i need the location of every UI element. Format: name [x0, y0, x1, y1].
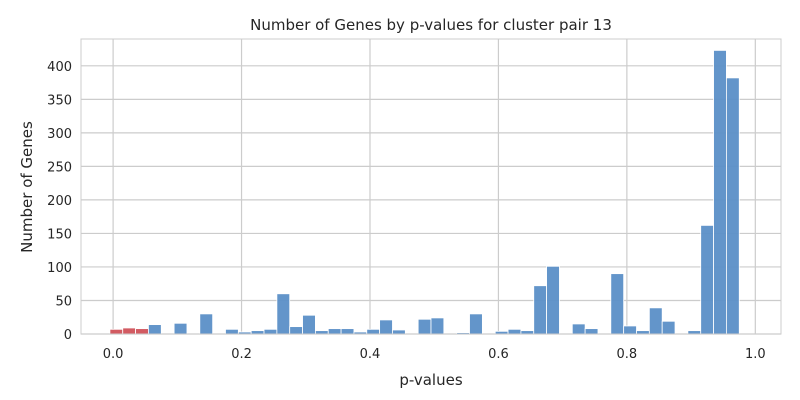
- x-tick-label: 0.4: [360, 347, 381, 362]
- y-tick-labels: 0 50 100 150 200 250 300 350 400: [47, 60, 72, 343]
- y-tick-label: 50: [55, 294, 72, 309]
- histogram-bar: [533, 285, 547, 335]
- histogram-bar: [122, 327, 136, 335]
- histogram-bar: [340, 328, 355, 335]
- histogram-bar: [648, 307, 663, 335]
- histogram-bar: [507, 328, 522, 335]
- histogram-bar: [713, 49, 727, 335]
- histogram-bar: [327, 328, 342, 335]
- histogram-bar: [687, 330, 702, 335]
- x-axis-label: p-values: [399, 371, 463, 389]
- x-tick-label: 0.6: [488, 347, 509, 362]
- histogram-bar: [584, 328, 599, 335]
- histogram-bar: [726, 77, 740, 335]
- grid: [81, 39, 781, 335]
- y-tick-label: 400: [47, 60, 72, 75]
- histogram-bar: [430, 317, 445, 335]
- y-tick-label: 150: [47, 227, 72, 242]
- histogram-bar: [148, 324, 162, 335]
- histogram-bar: [302, 314, 316, 335]
- histogram-bar: [379, 319, 393, 335]
- histogram-bar: [199, 313, 214, 335]
- histogram-bar: [469, 313, 483, 335]
- histogram-bar: [173, 322, 188, 335]
- histogram-bar: [392, 329, 406, 335]
- histogram-bar: [571, 323, 586, 335]
- histogram-bar: [417, 318, 432, 335]
- histogram-bar: [520, 330, 535, 335]
- x-tick-label: 0.0: [103, 347, 124, 362]
- y-tick-label: 350: [47, 93, 72, 108]
- histogram-bar: [700, 224, 714, 335]
- histogram-bar: [109, 328, 124, 335]
- bars: [109, 49, 740, 335]
- histogram-bar: [546, 265, 560, 335]
- y-tick-label: 200: [47, 194, 72, 209]
- x-tick-label: 0.2: [231, 347, 252, 362]
- histogram-bar: [250, 330, 265, 335]
- x-tick-label: 0.8: [617, 347, 638, 362]
- histogram-bar: [636, 330, 650, 335]
- y-tick-label: 0: [64, 328, 72, 343]
- chart-title: Number of Genes by p-values for cluster …: [250, 16, 612, 34]
- x-tick-label: 1.0: [745, 347, 766, 362]
- histogram-bar: [263, 328, 278, 335]
- y-tick-label: 250: [47, 160, 72, 175]
- y-tick-label: 300: [47, 127, 72, 142]
- histogram-bar: [623, 325, 637, 335]
- histogram-bar: [276, 293, 291, 335]
- plot-frame: [80, 38, 782, 335]
- histogram-bar: [225, 328, 239, 335]
- histogram-bar: [315, 330, 329, 335]
- histogram-bar: [366, 328, 381, 335]
- x-tick-labels: 0.0 0.2 0.4 0.6 0.8 1.0: [103, 347, 766, 362]
- histogram-bar: [135, 328, 149, 335]
- histogram-bar: [610, 273, 625, 335]
- y-axis-label: Number of Genes: [18, 121, 36, 253]
- histogram-bar: [661, 320, 676, 335]
- histogram-bar: [289, 326, 303, 335]
- y-tick-label: 100: [47, 261, 72, 276]
